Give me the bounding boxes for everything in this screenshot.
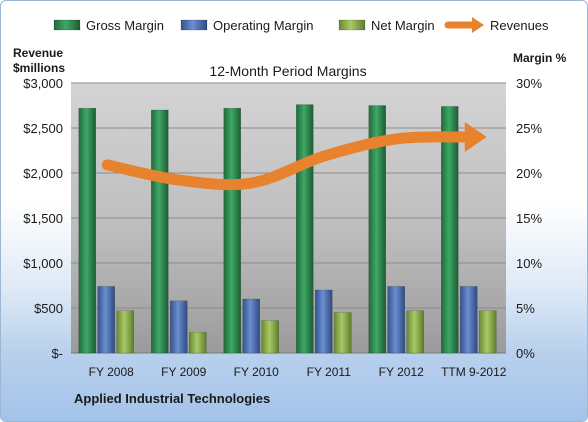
left-tick-label: $2,000 (23, 166, 63, 181)
gridlines (71, 82, 506, 354)
tick-label-layer: $- $500 $1,000 $1,500 $2,000 $2,500 $3,000 0% 5%… (23, 76, 542, 379)
left-tick-label: $1,000 (23, 256, 63, 271)
legend-arrowhead (472, 17, 484, 33)
right-tick-label: 5% (516, 301, 535, 316)
legend-swatch (180, 19, 208, 31)
revenue-arrowhead (464, 122, 487, 152)
bar-operating-margin (97, 286, 115, 354)
revenue-line (101, 131, 476, 191)
left-tick-label: $3,000 (23, 76, 63, 91)
bar-gross-margin (368, 105, 386, 354)
bar-gross-margin (151, 109, 169, 354)
right-tick-label: 15% (516, 211, 542, 226)
bar-net-margin (261, 320, 279, 354)
bar-net-margin (334, 312, 352, 354)
company-name: Applied Industrial Technologies (74, 391, 270, 406)
bar-gross-margin (441, 106, 459, 354)
left-tick-label: $- (51, 346, 63, 361)
legend-label: Net Margin (371, 18, 435, 33)
category-label: FY 2011 (307, 365, 352, 379)
legend-label: Operating Margin (213, 18, 313, 33)
category-label: FY 2010 (234, 365, 279, 379)
left-tick-label: $1,500 (23, 211, 63, 226)
bar-gross-margin (78, 107, 96, 354)
category-label: TTM 9-2012 (441, 365, 507, 379)
left-axis-title-line1: Revenue (13, 46, 63, 60)
left-tick-label: $500 (34, 301, 63, 316)
bar-net-margin (189, 332, 207, 354)
right-tick-label: 0% (516, 346, 535, 361)
right-tick-label: 10% (516, 256, 542, 271)
right-axis-title: Margin % (513, 51, 567, 65)
legend-label: Gross Margin (86, 18, 164, 33)
bar-gross-margin (296, 104, 314, 354)
bar-operating-margin (170, 300, 188, 354)
right-tick-label: 25% (516, 121, 542, 136)
bar-operating-margin (387, 286, 405, 354)
revenue-line-layer (101, 122, 487, 191)
legend: Gross Margin Operating Margin Net Margin Re… (53, 17, 549, 33)
legend-swatch (53, 19, 81, 31)
right-tick-label: 30% (516, 76, 542, 91)
left-axis-title-line2: $millions (13, 61, 65, 75)
category-label: FY 2009 (161, 365, 206, 379)
legend-swatch (338, 19, 366, 31)
legend-label: Revenues (490, 18, 549, 33)
bar-operating-margin (242, 298, 260, 354)
left-tick-label: $2,500 (23, 121, 63, 136)
chart-title: 12-Month Period Margins (209, 63, 366, 79)
right-tick-label: 20% (516, 166, 542, 181)
bar-net-margin (406, 310, 424, 354)
bar-gross-margin (223, 107, 241, 354)
category-label: FY 2012 (379, 365, 424, 379)
bar-operating-margin (315, 289, 333, 354)
bar-net-margin (116, 310, 134, 354)
category-label: FY 2008 (89, 365, 134, 379)
bar-operating-margin (460, 286, 478, 354)
bar-net-margin (479, 310, 497, 354)
